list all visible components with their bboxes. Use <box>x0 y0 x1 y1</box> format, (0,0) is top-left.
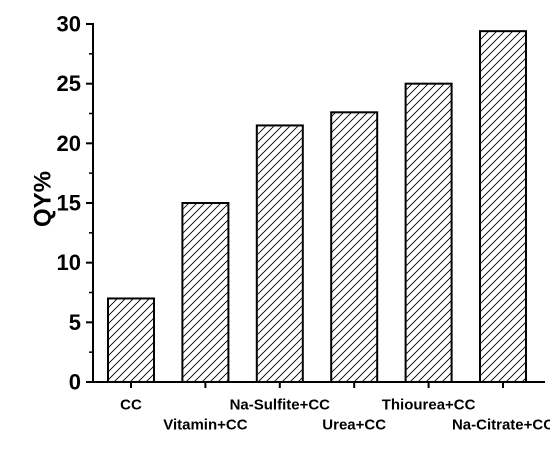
x-category-label: Vitamin+CC <box>163 417 247 434</box>
x-category-label: Urea+CC <box>322 417 386 434</box>
x-category-label: Na-Citrate+CC <box>452 417 550 434</box>
y-axis-label: QY% <box>29 171 56 227</box>
bar-cc <box>107 297 155 384</box>
axes-group <box>92 23 545 383</box>
x-ticks-group <box>130 382 504 388</box>
y-tick-label: 25 <box>57 71 81 96</box>
y-tick-label: 5 <box>69 310 81 335</box>
bar-urea-cc <box>330 111 379 383</box>
y-tick-label: 15 <box>57 191 81 216</box>
bar-na-citrate-cc <box>479 30 527 383</box>
x-category-label: Thiourea+CC <box>382 397 476 414</box>
bar-thiourea-cc <box>404 82 453 384</box>
y-tick-label: 10 <box>57 250 81 275</box>
category-labels-group: CC Vitamin+CC Na-Sulfite+CC Urea+CC Thiourea… <box>120 397 550 434</box>
y-ticks-group: 0 5 10 15 20 25 30 <box>57 12 93 395</box>
x-category-label: CC <box>120 397 142 414</box>
y-tick-label: 0 <box>69 370 81 395</box>
x-category-label: Na-Sulfite+CC <box>230 397 331 414</box>
y-tick-label: 30 <box>57 12 81 37</box>
bar-na-sulfite-cc <box>255 124 304 384</box>
bars-group <box>107 30 527 384</box>
y-tick-label: 20 <box>57 131 81 156</box>
bar-vitamin-cc <box>181 202 230 383</box>
